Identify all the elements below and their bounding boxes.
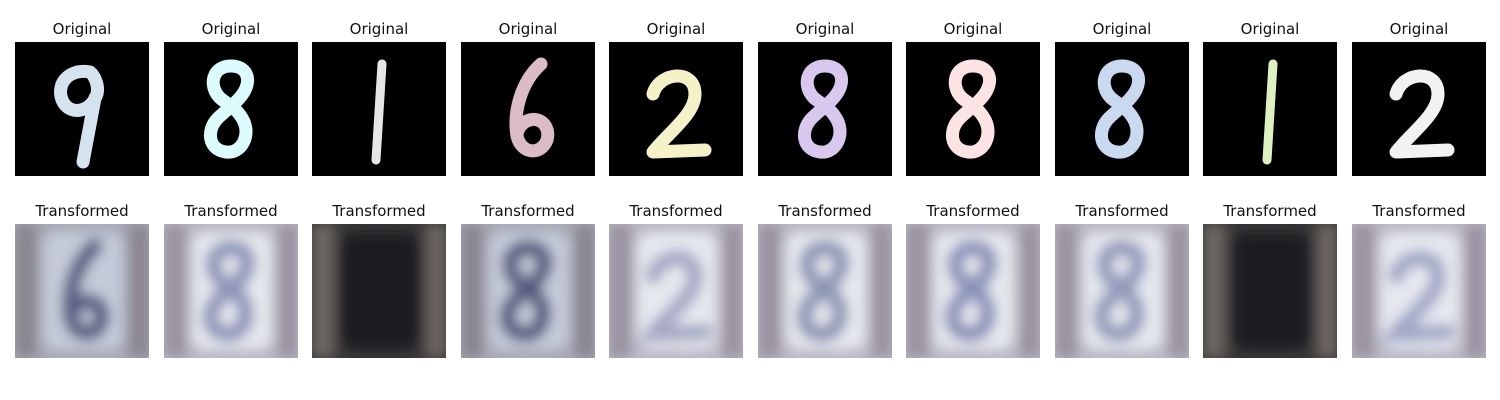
digit-stroke (371, 59, 387, 165)
panel-title: Original (52, 20, 112, 38)
transformed-image (758, 224, 892, 358)
panel-title: Transformed (629, 202, 723, 220)
digit-image (906, 42, 1040, 176)
panel-title: Original (201, 20, 261, 38)
panel-title: Transformed (184, 202, 278, 220)
digit-stroke (1095, 59, 1145, 159)
panel-title: Transformed (778, 202, 872, 220)
digit-image (461, 42, 595, 176)
digit-image (609, 42, 743, 176)
panel-title: Original (1240, 20, 1300, 38)
transformed-image (1055, 224, 1189, 358)
panel-title: Transformed (1075, 202, 1169, 220)
transformed-image (461, 224, 595, 358)
transformed-image (1203, 224, 1337, 358)
digit-stroke (798, 59, 848, 159)
panel-title: Original (498, 20, 558, 38)
digit-image (1203, 42, 1337, 176)
digit-image (758, 42, 892, 176)
panel-title: Original (349, 20, 409, 38)
digit-image (1352, 42, 1486, 176)
transformed-image (1352, 224, 1486, 358)
digit-stroke (1262, 59, 1278, 165)
panel-title: Original (943, 20, 1003, 38)
digit-stroke (1389, 69, 1455, 159)
panel-title: Transformed (35, 202, 129, 220)
digit-image (312, 42, 446, 176)
panel-title: Transformed (332, 202, 426, 220)
digit-image (164, 42, 298, 176)
transformed-image (164, 224, 298, 358)
panel-title: Transformed (1372, 202, 1466, 220)
panel-title: Original (1389, 20, 1449, 38)
digit-stroke (204, 59, 254, 159)
transformed-image (609, 224, 743, 358)
panel-title: Transformed (481, 202, 575, 220)
panel-title: Transformed (926, 202, 1020, 220)
digit-image (1055, 42, 1189, 176)
transformed-image (906, 224, 1040, 358)
panel-title: Original (1092, 20, 1152, 38)
panel-title: Transformed (1223, 202, 1317, 220)
digit-stroke (54, 64, 104, 169)
panel-title: Original (646, 20, 706, 38)
digit-stroke (509, 57, 555, 158)
panel-title: Original (795, 20, 855, 38)
digit-stroke (646, 69, 712, 159)
transformed-image (312, 224, 446, 358)
digit-image (15, 42, 149, 176)
transformed-image (15, 224, 149, 358)
digit-stroke (946, 59, 996, 159)
